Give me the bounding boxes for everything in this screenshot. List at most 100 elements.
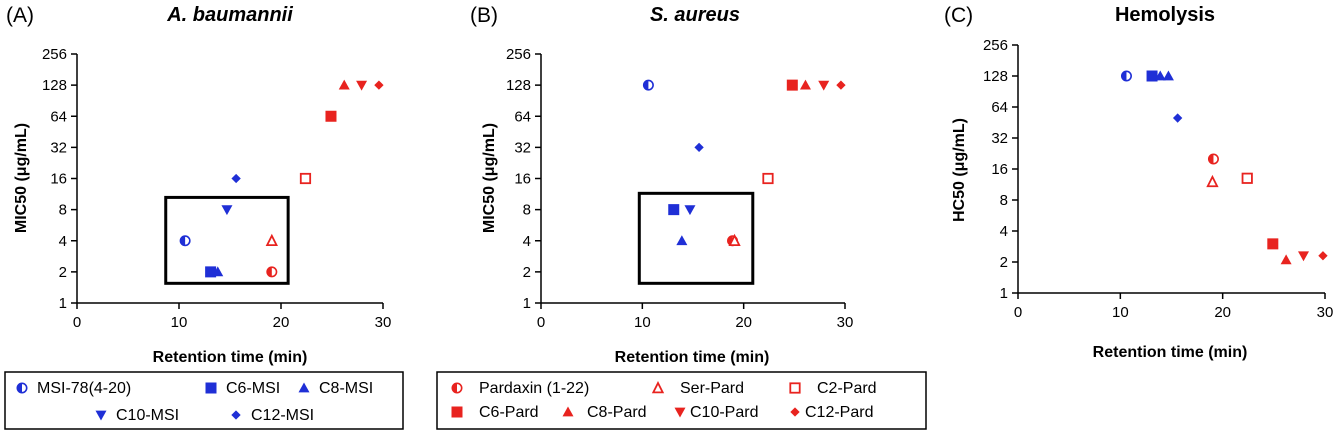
panel-c-point-c6-msi <box>1146 70 1158 82</box>
panel-a-x-axis-label: Retention time (min) <box>153 349 308 366</box>
legend-msi-marker-2 <box>298 382 310 393</box>
panel-b-y-tick-label: 2 <box>523 264 531 281</box>
panel-c-point-c6-pard <box>1267 238 1279 250</box>
panel-c-point-c10-msi <box>1162 70 1174 81</box>
legend-pard-label: C6-Pard <box>479 404 539 421</box>
panel-b-y-tick-label: 128 <box>506 77 531 94</box>
panel-c-x-axis-label: Retention time (min) <box>1093 344 1248 361</box>
panel-b-point-msi-78-4-20 <box>642 79 654 91</box>
legend-pard-label: C10-Pard <box>690 404 758 421</box>
panel-a-point-c8-msi <box>212 266 224 277</box>
panel-b-point-c10-msi <box>684 205 696 216</box>
panel-c-marks <box>1120 70 1328 265</box>
panel-a-title: A. baumannii <box>166 4 293 26</box>
panel-c-title: Hemolysis <box>1115 4 1215 26</box>
legend-msi-entries: MSI-78(4-20) C6-MSI C8-MSI C10-MSI C12-MSI <box>16 380 373 424</box>
legend-pard-marker-5 <box>674 407 686 418</box>
panel-c-x-tick-label: 0 <box>1014 304 1022 321</box>
panel-c-ticks: 1 2 4 8 16 32 64 128 256 0 10 20 30 <box>983 37 1333 321</box>
legend-pard-label: C12-Pard <box>805 404 873 421</box>
panel-b-point-c8-msi <box>676 235 688 246</box>
panel-c-point-c8-pard <box>1280 254 1292 265</box>
panel-c-y-tick-label: 2 <box>1000 254 1008 271</box>
panel-c-y-tick-label: 128 <box>983 68 1008 85</box>
panel-b-y-tick-label: 32 <box>514 139 531 156</box>
panel-a-y-tick-label: 256 <box>42 46 67 63</box>
panel-c-y-tick-label: 16 <box>991 161 1008 178</box>
legend-msi-label: C8-MSI <box>319 380 373 397</box>
panel-b: (B) S. aureus Retention time (min) MIC50… <box>470 4 853 366</box>
panel-b-x-tick-label: 10 <box>634 314 651 331</box>
panel-b-y-tick-label: 64 <box>514 108 531 125</box>
panel-c-point-pardaxin-1-22 <box>1207 153 1219 165</box>
panel-c-y-tick-label: 4 <box>1000 223 1008 240</box>
panel-b-point-c2-pard <box>762 172 774 185</box>
panel-a-point-ser-pard <box>265 233 278 247</box>
panel-b-point-c12-pard <box>836 80 846 90</box>
panel-c-y-tick-label: 256 <box>983 37 1008 54</box>
panel-c-point-c8-msi <box>1154 70 1166 81</box>
legend-pard-entries: Pardaxin (1-22) Ser-Pard C2-Pard C6-Pard C8-… <box>451 380 877 421</box>
panel-b-point-c6-msi <box>668 204 680 216</box>
panel-c-point-ser-pard <box>1206 174 1219 188</box>
panel-a-point-c6-msi <box>205 266 217 278</box>
legend-msi-marker-0 <box>16 382 28 394</box>
panel-b-point-c12-msi <box>694 142 704 153</box>
panel-a-y-tick-label: 32 <box>50 139 67 156</box>
panel-a-x-tick-label: 30 <box>375 314 392 331</box>
panel-c-x-tick-label: 30 <box>1317 304 1334 321</box>
panel-b-x-tick-label: 30 <box>837 314 854 331</box>
legend-msi-frame <box>4 371 404 430</box>
legend-msi-label: C10-MSI <box>116 407 179 424</box>
panel-a-point-c6-pard <box>325 110 337 122</box>
panel-b-x-tick-label: 0 <box>537 314 545 331</box>
panel-a-point-c10-pard <box>356 80 368 91</box>
legend-msi-marker-3 <box>95 410 107 421</box>
legend-msi-label: C6-MSI <box>226 380 280 397</box>
panel-a-point-c12-msi <box>231 173 241 184</box>
panel-c-point-msi-78-4-20 <box>1120 70 1132 82</box>
panel-b-highlight-box <box>637 191 755 285</box>
panel-a-point-c2-pard <box>299 172 312 185</box>
panel-a-y-tick-label: 8 <box>59 202 67 219</box>
panel-c-letter: (C) <box>944 4 973 27</box>
panel-b-ticks: 1 2 4 8 16 32 64 128 256 0 10 20 30 <box>506 46 853 331</box>
panel-b-y-tick-label: 256 <box>506 46 531 63</box>
panel-b-y-tick-label: 4 <box>523 233 531 250</box>
legend-pard-label: C2-Pard <box>817 380 877 397</box>
panel-a-point-c10-msi <box>221 205 233 216</box>
legend-pard-label: C8-Pard <box>587 404 647 421</box>
panel-c-y-tick-label: 64 <box>991 99 1008 116</box>
legend-pard-frame <box>436 371 927 430</box>
panel-a-y-tick-label: 4 <box>59 233 67 250</box>
panel-c-point-c10-pard <box>1298 251 1310 262</box>
panel-a-y-tick-label: 1 <box>59 295 67 312</box>
panel-b-x-tick-label: 20 <box>735 314 752 331</box>
legend-pard-label: Pardaxin (1-22) <box>479 380 589 397</box>
panel-b-letter: (B) <box>470 4 498 27</box>
panel-a: (A) A. baumannii Retention time (min) MI… <box>6 4 391 366</box>
legend-msi-marker-1 <box>205 382 217 394</box>
panel-a-point-c12-pard <box>374 80 384 90</box>
panel-a-y-tick-label: 16 <box>50 171 67 188</box>
panel-a-y-axis-label: MIC50 (μg/mL) <box>13 123 30 233</box>
legend-msi-label: C12-MSI <box>251 407 314 424</box>
panel-c-point-c12-pard <box>1318 251 1328 261</box>
panel-c: (C) Hemolysis Retention time (min) HC50 … <box>944 4 1333 361</box>
panel-a-y-tick-label: 2 <box>59 264 67 281</box>
panel-a-y-tick-label: 64 <box>50 108 67 125</box>
panel-a-x-tick-label: 0 <box>73 314 81 331</box>
legend-msi: MSI-78(4-20) C6-MSI C8-MSI C10-MSI C12-MSI <box>4 371 404 430</box>
panel-c-x-tick-label: 20 <box>1214 304 1231 321</box>
legend-pard-marker-3 <box>451 406 463 418</box>
panel-c-x-tick-label: 10 <box>1112 304 1129 321</box>
legend-pard-marker-2 <box>789 382 801 394</box>
panel-b-point-c8-pard <box>799 79 811 90</box>
panel-c-y-axis-label: HC50 (μg/mL) <box>951 118 968 222</box>
panel-b-marks <box>637 79 846 285</box>
panel-c-y-tick-label: 1 <box>1000 285 1008 302</box>
panel-b-y-axis-label: MIC50 (μg/mL) <box>481 123 498 233</box>
legend-msi-marker-4 <box>231 410 241 420</box>
legend-pard-marker-1 <box>651 380 665 394</box>
